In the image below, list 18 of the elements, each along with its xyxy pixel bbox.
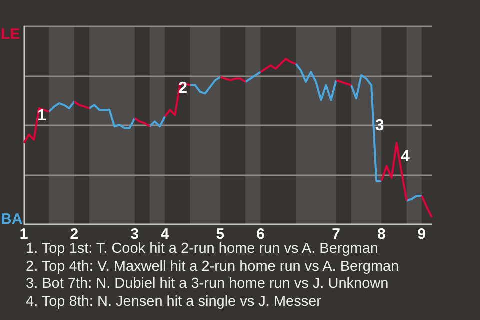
text: 2. Top 4th: V. Maxwell hit a 2-run home run vs A. Bergman [26, 258, 400, 276]
x-tick-label: 4 [160, 226, 170, 244]
annotation: 1 [38, 107, 46, 124]
text: BA [1, 211, 23, 228]
x-tick-label: 9 [418, 226, 426, 244]
text: 1. Top 1st: T. Cook hit a 2-run home run vs A. Bergman [26, 241, 380, 258]
x-tick-label: 5 [216, 226, 225, 244]
text: LE [1, 26, 20, 43]
x-tick-label: 8 [377, 226, 386, 244]
x-tick-label: 6 [256, 226, 265, 244]
annotation: 4 [401, 148, 410, 166]
x-tick-label: 1 [20, 226, 28, 244]
annotation: 3 [375, 117, 384, 134]
text: 4. Top 8th: N. Jensen hit a single vs J. Messer [26, 294, 323, 311]
x-tick-label: 7 [332, 226, 340, 244]
x-tick-label: 2 [70, 226, 79, 244]
x-tick-label: 3 [130, 226, 139, 244]
text: 3. Bot 7th: N. Dubiel hit a 3-run home run vs J. Unknown [26, 276, 390, 294]
